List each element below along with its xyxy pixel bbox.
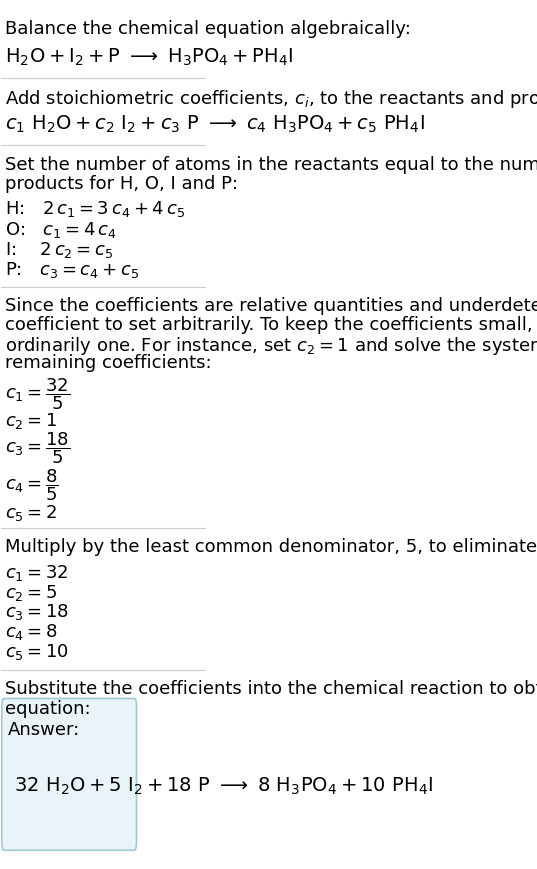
Text: I: $\ \ \ 2\,c_2 = c_5$: I: $\ \ \ 2\,c_2 = c_5$	[5, 240, 113, 260]
Text: Since the coefficients are relative quantities and underdetermined, choose a: Since the coefficients are relative quan…	[5, 297, 537, 315]
Text: $c_3 = 18$: $c_3 = 18$	[5, 601, 69, 621]
Text: $c_2 = 1$: $c_2 = 1$	[5, 410, 57, 430]
Text: $c_1\ \mathregular{H_2O} + c_2\ \mathregular{I_2} + c_3\ \mathregular{P}$ $\long: $c_1\ \mathregular{H_2O} + c_2\ \mathreg…	[5, 114, 425, 136]
Text: H: $\ \ 2\,c_1 = 3\,c_4 + 4\,c_5$: H: $\ \ 2\,c_1 = 3\,c_4 + 4\,c_5$	[5, 199, 185, 219]
Text: O: $\ \ c_1 = 4\,c_4$: O: $\ \ c_1 = 4\,c_4$	[5, 220, 117, 240]
Text: $c_4 = 8$: $c_4 = 8$	[5, 621, 58, 641]
Text: Balance the chemical equation algebraically:: Balance the chemical equation algebraica…	[5, 21, 411, 38]
Text: ordinarily one. For instance, set $c_2 = 1$ and solve the system of equations fo: ordinarily one. For instance, set $c_2 =…	[5, 335, 537, 357]
FancyBboxPatch shape	[2, 699, 136, 850]
Text: $\mathregular{32\ H_2O + 5\ I_2 + 18\ P}$ $\longrightarrow$ $\mathregular{8\ H_3: $\mathregular{32\ H_2O + 5\ I_2 + 18\ P}…	[14, 774, 433, 796]
Text: equation:: equation:	[5, 699, 91, 717]
Text: $c_2 = 5$: $c_2 = 5$	[5, 582, 57, 602]
Text: Substitute the coefficients into the chemical reaction to obtain the balanced: Substitute the coefficients into the che…	[5, 680, 537, 698]
Text: $c_1 = \dfrac{32}{5}$: $c_1 = \dfrac{32}{5}$	[5, 375, 70, 411]
Text: $\mathregular{H_2O + I_2 + P}$ $\longrightarrow$ $\mathregular{H_3PO_4 + PH_4I}$: $\mathregular{H_2O + I_2 + P}$ $\longrig…	[5, 46, 293, 68]
Text: coefficient to set arbitrarily. To keep the coefficients small, the arbitrary  v: coefficient to set arbitrarily. To keep …	[5, 315, 537, 334]
Text: $c_1 = 32$: $c_1 = 32$	[5, 563, 69, 583]
Text: $c_5 = 10$: $c_5 = 10$	[5, 641, 69, 661]
Text: P: $\ \ c_3 = c_4 + c_5$: P: $\ \ c_3 = c_4 + c_5$	[5, 260, 139, 280]
Text: Add stoichiometric coefficients, $c_i$, to the reactants and products:: Add stoichiometric coefficients, $c_i$, …	[5, 88, 537, 110]
Text: Answer:: Answer:	[8, 720, 80, 739]
Text: Set the number of atoms in the reactants equal to the number of atoms in the: Set the number of atoms in the reactants…	[5, 156, 537, 174]
Text: products for H, O, I and P:: products for H, O, I and P:	[5, 175, 238, 193]
Text: Multiply by the least common denominator, 5, to eliminate fractional coefficient: Multiply by the least common denominator…	[5, 538, 537, 555]
Text: $c_5 = 2$: $c_5 = 2$	[5, 502, 57, 522]
Text: $c_4 = \dfrac{8}{5}$: $c_4 = \dfrac{8}{5}$	[5, 467, 59, 502]
Text: remaining coefficients:: remaining coefficients:	[5, 354, 212, 372]
Text: $c_3 = \dfrac{18}{5}$: $c_3 = \dfrac{18}{5}$	[5, 430, 70, 466]
